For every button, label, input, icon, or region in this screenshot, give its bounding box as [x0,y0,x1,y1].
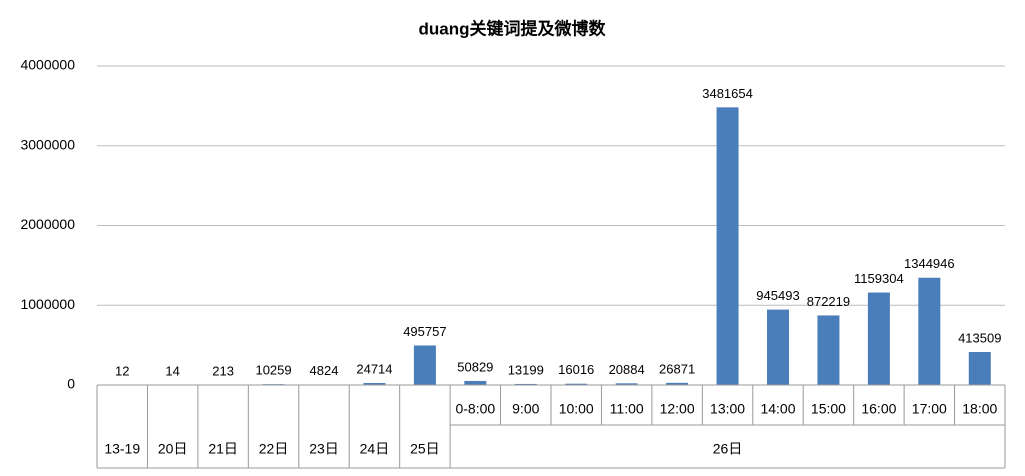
data-label: 13199 [508,362,544,377]
x-tick-label: 16:00 [861,401,896,417]
data-label: 413509 [958,330,1001,345]
chart-title: duang关键词提及微博数 [419,18,607,38]
data-label: 3481654 [702,86,753,101]
data-label: 12 [115,363,129,378]
bar [514,383,537,385]
x-tick-label: 14:00 [760,401,795,417]
y-tick-label: 4000000 [20,57,75,73]
x-tick-label: 25日 [410,441,440,457]
x-tick-label: 20日 [158,441,188,457]
x-tick-label: 24日 [360,441,390,457]
x-tick-label: 9:00 [512,401,539,417]
x-tick-label: 12:00 [660,401,695,417]
data-label: 1344946 [904,256,955,271]
data-label: 26871 [659,361,695,376]
bar [615,383,638,385]
x-tick-label: 11:00 [610,401,644,417]
bar [666,382,689,385]
data-label: 495757 [403,324,446,339]
data-label: 213 [212,363,234,378]
bar [464,380,487,385]
bar [867,292,890,385]
data-label: 24714 [356,361,392,376]
y-tick-label: 2000000 [20,216,75,232]
x-tick-label: 0-8:00 [455,401,495,417]
data-label: 14 [165,363,179,378]
y-tick-label: 1000000 [20,296,75,312]
data-label: 10259 [255,363,291,378]
group-label: 26日 [713,441,743,457]
x-tick-label: 18:00 [962,401,997,417]
data-label: 872219 [807,294,850,309]
data-label: 4824 [310,363,339,378]
bar [968,352,991,385]
bar [363,383,386,385]
x-tick-label: 15:00 [811,401,846,417]
x-tick-label: 13-19 [104,441,140,457]
bar [918,277,941,385]
y-tick-label: 3000000 [20,136,75,152]
data-label: 945493 [756,288,799,303]
x-tick-label: 23日 [309,441,339,457]
x-tick-label: 22日 [259,441,289,457]
bar [413,345,436,385]
bar [716,107,739,385]
x-tick-label: 21日 [208,441,238,457]
x-tick-label: 17:00 [912,401,947,417]
data-label: 20884 [609,362,645,377]
bar [817,315,840,385]
data-label: 1159304 [854,271,904,286]
y-tick-label: 0 [67,376,75,392]
x-tick-label: 10:00 [559,401,594,417]
bar [767,309,789,385]
bar [565,383,588,385]
data-label: 16016 [558,362,594,377]
data-label: 50829 [457,359,493,374]
x-tick-label: 13:00 [710,401,745,417]
